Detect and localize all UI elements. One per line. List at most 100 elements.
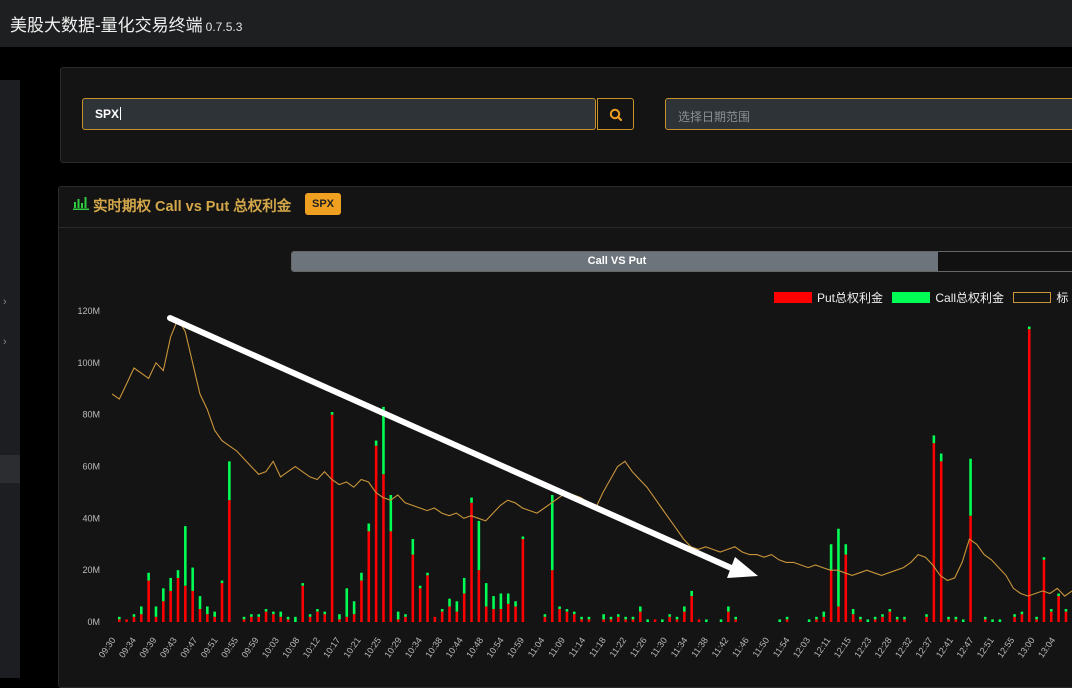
put-bar [829,570,833,622]
call-bar [352,601,356,615]
sidebar-item-active[interactable] [0,455,20,483]
call-bar [602,614,605,620]
put-bar [118,619,121,622]
call-bar [895,616,899,620]
y-tick-label: 20M [82,565,100,575]
put-bar [873,619,877,622]
call-bar [118,616,121,620]
chevron-right-icon[interactable]: › [3,296,7,308]
x-tick-label: 10:25 [362,635,383,659]
call-bar [426,572,429,576]
call-bar [250,614,253,617]
x-tick-label: 09:34 [117,635,138,659]
call-bar [807,619,811,622]
x-tick-label: 12:03 [791,635,812,659]
x-tick-label: 09:39 [137,635,158,659]
put-bar [169,590,172,622]
x-tick-label: 12:41 [934,635,955,659]
call-bar [961,619,965,622]
x-tick-label: 10:12 [301,635,322,659]
x-tick-label: 11:38 [689,635,710,659]
search-button[interactable] [597,98,634,130]
legend-label-underlying: 标 [1056,291,1069,305]
call-bar [286,616,290,620]
put-bar [418,588,422,622]
put-bar [338,619,341,622]
put-bar [492,609,495,622]
put-bar [198,609,202,622]
call-bar [330,412,334,415]
x-tick-label: 12:55 [995,635,1016,659]
put-bar [895,619,899,622]
call-bar [455,601,459,612]
call-bar [169,577,172,591]
call-bar [418,585,422,589]
put-bar [470,502,473,622]
put-bar [653,619,657,622]
x-tick-label: 11:18 [587,635,608,659]
legend-item-call[interactable]: Call总权利金 [892,289,1004,306]
call-bar [345,588,349,617]
call-bar [624,616,627,620]
y-tick-label: 40M [82,513,100,523]
call-bar [587,616,591,620]
put-bar [1049,611,1053,622]
call-bar [514,601,517,607]
underlying-series-line [111,317,1072,597]
call-bar [609,616,613,620]
x-tick-label: 11:26 [628,635,649,659]
put-bar [1013,616,1016,622]
x-tick-label: 10:17 [321,635,342,659]
call-bar [815,616,818,620]
put-bar [844,554,848,622]
put-bar [624,619,627,622]
put-bar [785,619,789,622]
put-bar [572,614,576,622]
put-bar [404,616,407,622]
chevron-right-icon[interactable]: › [3,336,7,348]
call-bar [1020,611,1024,615]
call-bar [822,611,826,617]
call-bar [881,614,884,617]
put-bar [499,609,503,622]
date-range-input[interactable]: 选择日期范围 [665,98,1072,130]
put-bar [147,580,150,622]
put-bar [602,619,605,622]
put-bar [477,570,481,622]
call-bar [866,619,870,622]
call-bar [639,606,642,612]
call-bar [462,577,466,594]
call-bar [727,606,730,612]
put-bar [837,606,840,622]
put-bar [374,445,378,622]
legend-item-put[interactable]: Put总权利金 [774,289,883,306]
call-bar [668,614,671,617]
legend-item-underlying[interactable]: 标 [1013,289,1068,306]
put-bar [440,611,444,622]
x-tick-label: 12:11 [812,635,833,659]
call-bar [257,614,260,617]
call-bar [617,614,620,617]
put-bar [206,614,209,622]
call-bar [851,609,855,615]
call-bar [550,495,554,571]
call-bar [484,583,488,607]
put-bar [176,577,180,622]
symbol-search-input[interactable]: SPX [82,98,596,130]
put-bar [462,593,466,622]
put-bar [521,539,525,622]
app-title: 美股大数据-量化交易终端 0.7.5.3 [10,11,242,36]
put-bar [316,611,319,622]
call-bar [396,611,400,620]
x-tick-label: 09:59 [240,635,261,659]
x-tick-label: 12:23 [852,635,873,659]
legend-swatch-put [774,292,812,303]
search-input-value: SPX [95,107,122,121]
put-bar [433,616,437,622]
put-bar [954,619,958,622]
x-tick-label: 11:34 [669,635,690,659]
x-tick-label: 11:46 [730,635,751,659]
put-bar [140,614,143,622]
call-bar [338,614,341,620]
x-tick-label: 10:29 [382,635,403,659]
